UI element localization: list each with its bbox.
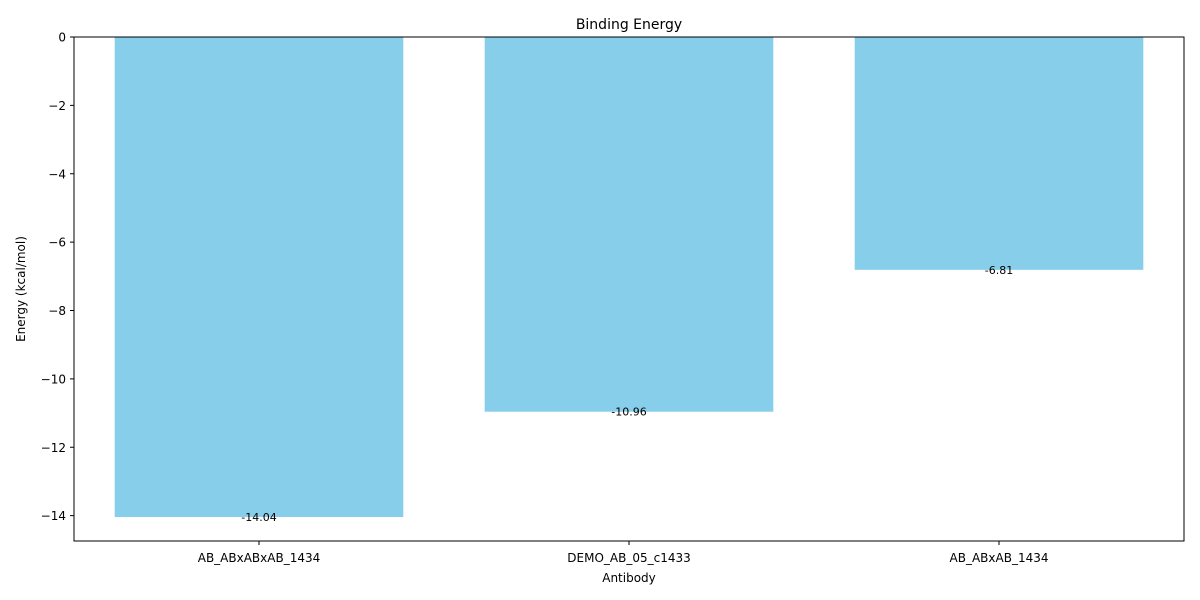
bar-3 xyxy=(854,37,1144,270)
bar-value-label-3: -6.81 xyxy=(985,264,1013,277)
y-axis-label: Energy (kcal/mol) xyxy=(14,236,28,342)
x-tick-label-2: DEMO_AB_05_c1433 xyxy=(567,551,690,565)
y-axis-ticks: 0 −2 −4 −6 −8 −10 −12 −14 xyxy=(41,31,74,523)
y-tick-label-2: −2 xyxy=(48,99,66,113)
y-tick-label-8: −14 xyxy=(41,509,66,523)
bar-value-label-1: -14.04 xyxy=(241,511,276,524)
x-axis-label: Antibody xyxy=(602,571,656,585)
bar-2 xyxy=(484,37,774,412)
y-tick-label-3: −4 xyxy=(48,167,66,181)
y-tick-label-6: −10 xyxy=(41,372,66,386)
bars-layer: -14.04 -10.96 -6.81 xyxy=(114,37,1144,524)
bar-1 xyxy=(114,37,404,517)
x-tick-label-3: AB_ABxAB_1434 xyxy=(950,551,1049,565)
chart-title: Binding Energy xyxy=(576,17,682,33)
y-tick-label-5: −8 xyxy=(48,304,66,318)
x-tick-label-1: AB_ABxABxAB_1434 xyxy=(198,551,321,565)
bar-value-label-2: -10.96 xyxy=(611,406,646,419)
y-tick-label-4: −6 xyxy=(48,236,66,250)
y-tick-label-1: 0 xyxy=(58,31,66,45)
plot-frame xyxy=(73,36,1185,542)
y-tick-label-7: −12 xyxy=(41,441,66,455)
x-axis-ticks: AB_ABxABxAB_1434 DEMO_AB_05_c1433 AB_ABxAB… xyxy=(198,541,1049,565)
